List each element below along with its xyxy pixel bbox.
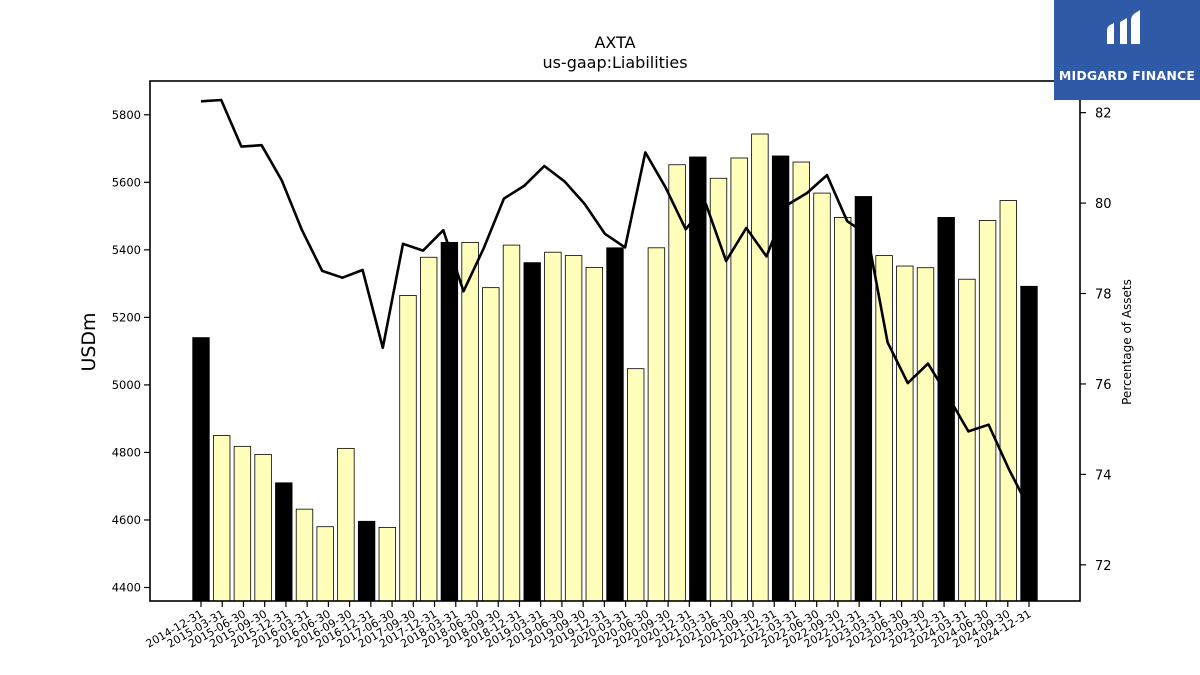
bar (978, 220, 997, 602)
bar (689, 156, 707, 602)
bar (233, 445, 252, 602)
y-tick-label: 5200 (112, 310, 141, 324)
y-tick-label: 5400 (112, 243, 141, 257)
y2-tick-label: 72 (1095, 559, 1112, 574)
bar (213, 435, 231, 602)
bar (420, 256, 438, 602)
bar (834, 217, 852, 602)
chart-title: AXTA (594, 33, 636, 52)
bar (1020, 285, 1038, 602)
bar (730, 157, 748, 602)
bar (627, 368, 645, 602)
y-axis-label: USDm (78, 312, 100, 371)
bar (792, 161, 810, 602)
y2-tick-label: 82 (1095, 107, 1112, 122)
y-tick-label: 5000 (112, 378, 141, 392)
y2-axis-label: Percentage of Assets (1120, 279, 1134, 405)
bar (192, 337, 210, 602)
y2-tick-label: 78 (1095, 288, 1112, 303)
bar (751, 133, 769, 602)
bar (606, 247, 624, 602)
bar (937, 217, 955, 602)
bar (316, 526, 334, 602)
y-tick-label: 4800 (112, 445, 141, 459)
bar (254, 454, 272, 602)
x-axis: 2014-12-312015-03-312015-06-302015-09-30… (144, 601, 1034, 651)
chart-subtitle: us-gaap:Liabilities (542, 53, 688, 72)
bar (295, 508, 314, 602)
y-tick-label: 4400 (112, 580, 141, 594)
line-series-layer (200, 98, 1031, 509)
y-axis-right: 72 74 76 78 80 82 (1080, 107, 1112, 574)
bar (668, 164, 686, 602)
bar (916, 267, 935, 602)
bar (647, 247, 666, 602)
y-tick-label: 5800 (112, 108, 141, 122)
bar-series (192, 133, 1038, 602)
bar (999, 200, 1017, 602)
bar (813, 192, 831, 602)
logo-mark-icon (1107, 10, 1140, 44)
bar (875, 255, 893, 602)
bar (399, 295, 417, 602)
bar (337, 447, 355, 602)
y-axis-left: 4400 4600 4800 5000 5200 5400 5600 5800 (112, 108, 150, 594)
bar (440, 242, 459, 602)
bar (482, 287, 500, 602)
bar (854, 196, 873, 602)
logo-text: MIDGARD FINANCE (1058, 68, 1196, 83)
y2-tick-label: 76 (1095, 378, 1112, 393)
bar (461, 242, 479, 602)
bar (275, 482, 293, 602)
bar (564, 255, 583, 602)
y-tick-label: 4600 (112, 513, 141, 527)
y2-tick-label: 80 (1095, 197, 1112, 212)
y2-tick-label: 74 (1095, 468, 1112, 483)
percentage-of-assets-line (200, 98, 1031, 509)
midgard-finance-logo: MIDGARD FINANCE (1054, 0, 1200, 100)
bar (896, 265, 914, 602)
bar (357, 520, 376, 602)
bar (958, 278, 976, 602)
y-tick-label: 5600 (112, 175, 141, 189)
bar (544, 251, 562, 602)
bar (502, 244, 521, 602)
plot-frame (149, 80, 1081, 602)
bar (378, 526, 396, 602)
bar (585, 266, 603, 602)
bar (523, 262, 541, 602)
